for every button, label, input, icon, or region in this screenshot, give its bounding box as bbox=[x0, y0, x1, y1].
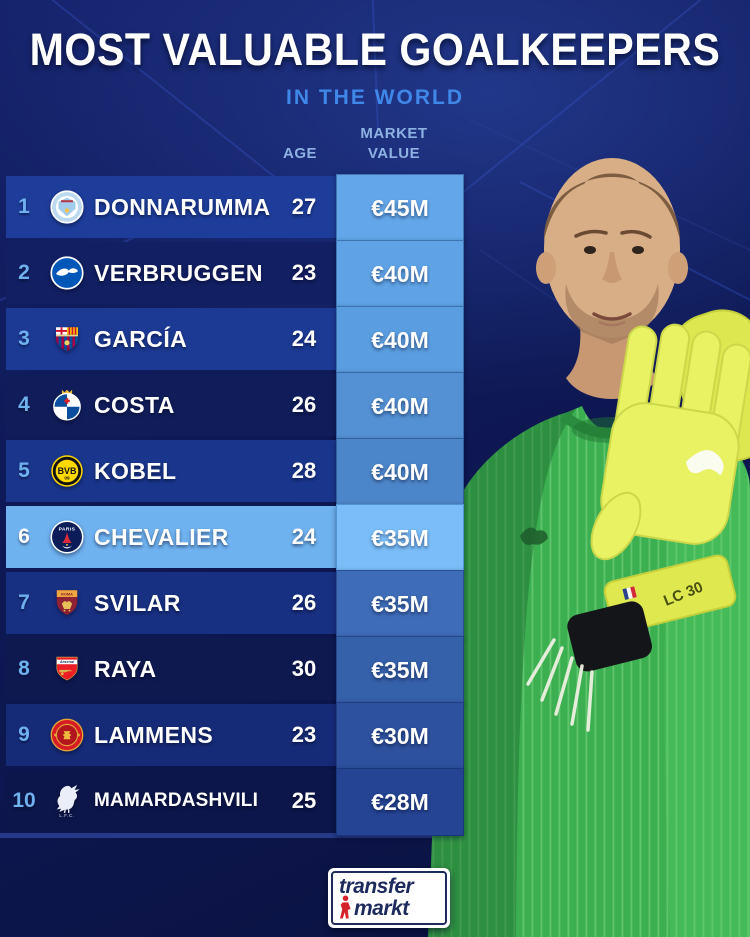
black-wristband bbox=[567, 601, 652, 672]
rank-number: 1 bbox=[18, 195, 30, 218]
column-header-market-value: MARKET VALUE bbox=[360, 125, 428, 162]
player-name: COSTA bbox=[94, 392, 175, 418]
player-photo-chevalier: LC 30 bbox=[428, 158, 750, 937]
column-header-age: AGE bbox=[282, 145, 317, 162]
table-row: 4 COSTA 26 €40M bbox=[6, 372, 464, 440]
player-age: 25 bbox=[291, 788, 317, 813]
svg-text:BVB: BVB bbox=[58, 466, 77, 476]
rank-number: 5 bbox=[18, 459, 30, 482]
player-age: 30 bbox=[291, 656, 317, 681]
table-row: 5 BVB 09 KOBEL 28 €40M bbox=[6, 438, 464, 506]
table-row: 10 L.F.C. MAMARDASHVILI 25 €28M bbox=[6, 768, 464, 836]
svg-text:ROMA: ROMA bbox=[61, 591, 73, 596]
svg-text:09: 09 bbox=[64, 476, 70, 481]
player-age: 27 bbox=[291, 194, 317, 219]
player-age: 24 bbox=[291, 326, 317, 351]
badge-liverpool-icon: L.F.C. bbox=[44, 770, 90, 832]
svg-text:PARIS: PARIS bbox=[59, 527, 76, 533]
market-value-badge: €40M bbox=[336, 240, 464, 308]
player-name: RAYA bbox=[94, 656, 157, 682]
market-value-badge: €35M bbox=[336, 570, 464, 638]
svg-text:L.F.C.: L.F.C. bbox=[59, 813, 74, 818]
table-row: 8 Arsenal RAYA 30 €35M bbox=[6, 636, 464, 704]
transfermarkt-logo: transfer markt bbox=[328, 868, 450, 928]
badge-psg-icon: PARIS bbox=[44, 506, 90, 568]
player-name: VERBRUGGEN bbox=[94, 260, 263, 286]
rank-number: 3 bbox=[18, 327, 30, 350]
rank-number: 2 bbox=[18, 261, 30, 284]
table-row: 9 LAMMENS 23 €30M bbox=[6, 702, 464, 770]
logo-word-markt: markt bbox=[354, 897, 409, 920]
player-name: LAMMENS bbox=[94, 722, 214, 748]
rank-number: 4 bbox=[18, 393, 30, 416]
page-title: MOST VALUABLE GOALKEEPERS bbox=[29, 24, 721, 75]
market-value-badge: €40M bbox=[336, 306, 464, 374]
badge-brighton-icon bbox=[44, 242, 90, 304]
rank-number: 6 bbox=[18, 525, 30, 548]
table-row-highlighted: 6 PARIS CHEVALIER 24 €35M bbox=[6, 504, 464, 572]
rank-number: 10 bbox=[12, 789, 36, 812]
player-head bbox=[536, 158, 688, 399]
player-name: KOBEL bbox=[94, 458, 177, 484]
player-age: 24 bbox=[291, 524, 317, 549]
market-value-badge: €30M bbox=[336, 702, 464, 770]
logo-player-figure-icon bbox=[339, 895, 351, 919]
player-age: 28 bbox=[291, 458, 317, 483]
svg-text:Arsenal: Arsenal bbox=[59, 659, 75, 664]
player-name: MAMARDASHVILI bbox=[94, 790, 259, 811]
rank-number: 8 bbox=[18, 657, 30, 680]
rank-number: 9 bbox=[18, 723, 30, 746]
market-value-badge: €40M bbox=[336, 438, 464, 506]
badge-arsenal-icon: Arsenal bbox=[44, 638, 90, 700]
player-age: 26 bbox=[291, 392, 317, 417]
glove-brand-logo bbox=[685, 450, 724, 476]
badge-porto-icon bbox=[44, 374, 90, 436]
rank-number: 7 bbox=[18, 591, 30, 614]
table-row: 3 GARCÍA 24 €40M bbox=[6, 306, 464, 374]
player-name: CHEVALIER bbox=[94, 524, 229, 550]
player-name: GARCÍA bbox=[94, 326, 188, 352]
table-row: 7 ROMA SVILAR 26 €35M bbox=[6, 570, 464, 638]
player-name: SVILAR bbox=[94, 590, 181, 616]
badge-barcelona-icon bbox=[44, 308, 90, 370]
cuff-fringe bbox=[526, 638, 594, 732]
market-value-badge: €28M bbox=[336, 768, 464, 836]
market-value-badge: €35M bbox=[336, 504, 464, 572]
player-age: 23 bbox=[291, 260, 317, 285]
badge-roma-icon: ROMA bbox=[44, 572, 90, 634]
badge-manchester-united-icon bbox=[44, 704, 90, 766]
page-subtitle: IN THE WORLD bbox=[286, 86, 464, 109]
chest-brand-logo bbox=[520, 527, 548, 545]
french-flag-patch bbox=[622, 586, 637, 600]
table-row: 2 VERBRUGGEN 23 €40M bbox=[6, 240, 464, 308]
market-value-badge: €40M bbox=[336, 372, 464, 440]
badge-dortmund-icon: BVB 09 bbox=[44, 440, 90, 502]
goalkeeper-gloves: LC 30 bbox=[526, 309, 750, 732]
market-value-badge: €45M bbox=[336, 174, 464, 242]
table-row: 1 DONNARUMMA 27 €45M bbox=[6, 174, 464, 242]
market-value-badge: €35M bbox=[336, 636, 464, 704]
player-age: 23 bbox=[291, 722, 317, 747]
player-name: DONNARUMMA bbox=[94, 194, 271, 220]
player-age: 26 bbox=[291, 590, 317, 615]
logo-word-transfer: transfer bbox=[339, 875, 414, 898]
badge-manchester-city-icon bbox=[44, 176, 90, 238]
